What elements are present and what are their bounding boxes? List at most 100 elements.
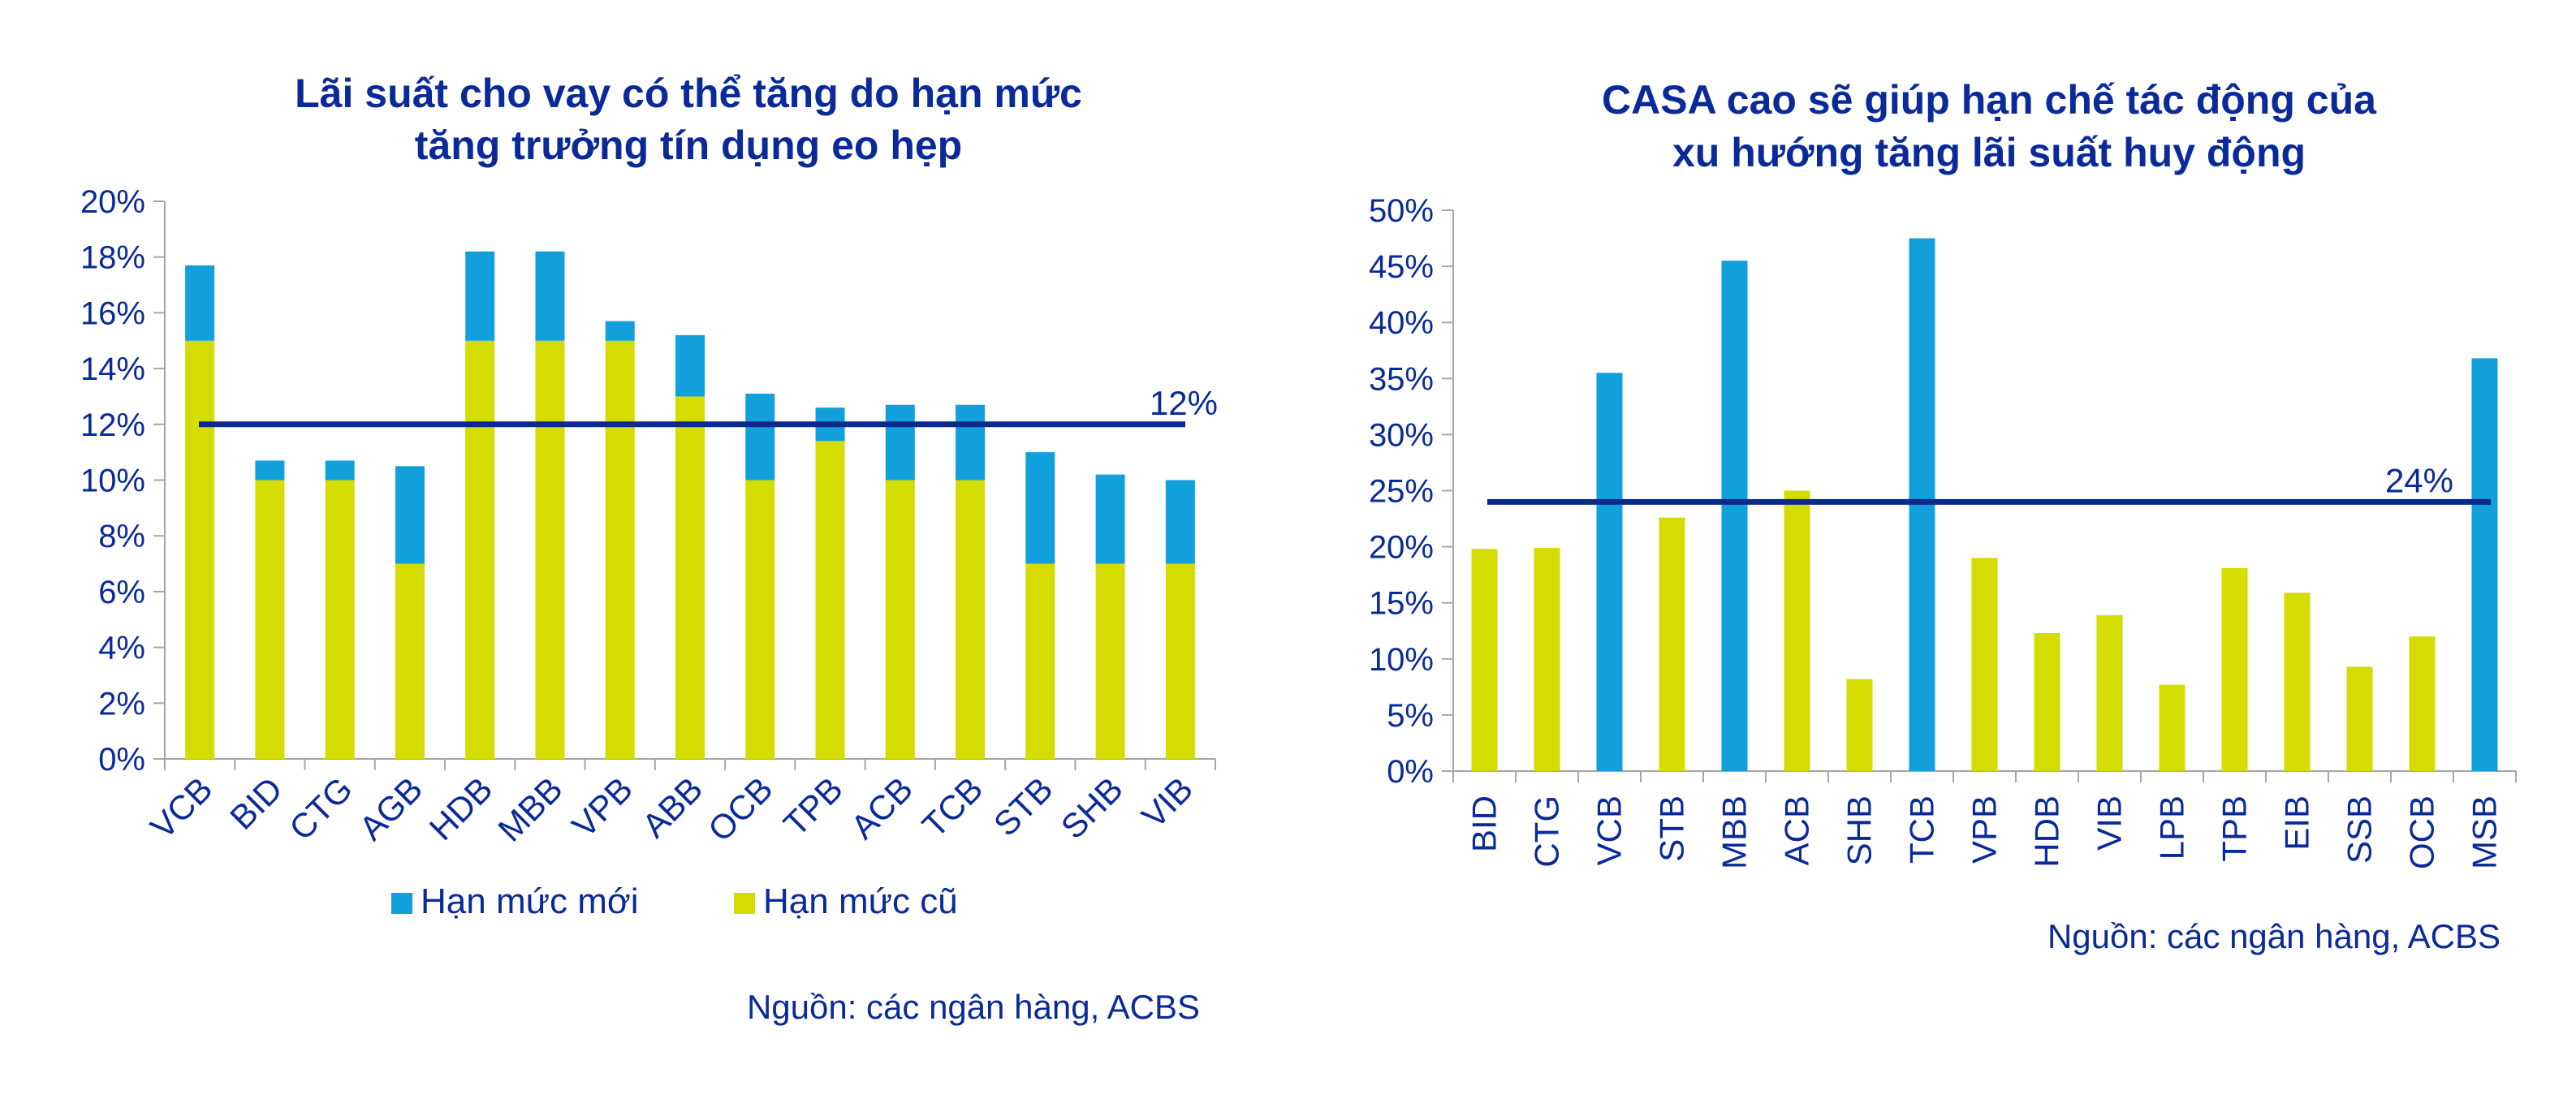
chart2-xtick-label-ctg: CTG xyxy=(1528,795,1566,868)
chart1-xtick-label-ocb: OCB xyxy=(701,769,780,849)
chart1-ytick-label: 2% xyxy=(98,686,145,722)
chart1-bar-old-bid xyxy=(255,480,285,759)
chart2-bar-stb xyxy=(1659,517,1685,771)
chart2-ytick-label: 0% xyxy=(1387,754,1434,790)
chart1-xtick-label-tpb: TPB xyxy=(776,769,850,843)
chart2-ytick-label: 5% xyxy=(1387,698,1434,734)
chart1-xtick-label-abb: ABB xyxy=(635,769,710,845)
chart2-xtick-label-tpb: TPB xyxy=(2216,795,2254,862)
chart2-bar-bid xyxy=(1471,549,1498,771)
chart2-bar-ocb xyxy=(2409,636,2436,771)
chart1-bar-old-ctg xyxy=(325,480,355,759)
chart1-xtick-label-tcb: TCB xyxy=(915,769,990,845)
chart1-ytick-label: 20% xyxy=(80,184,145,220)
chart1-ytick-label: 18% xyxy=(80,240,145,276)
chart1-ytick-label: 12% xyxy=(80,407,145,443)
chart2-bar-msb xyxy=(2471,358,2498,771)
chart1-xtick-label-ctg: CTG xyxy=(282,769,360,847)
chart1-xtick-label-acb: ACB xyxy=(844,769,920,846)
chart1-bar-new-acb xyxy=(885,404,915,481)
chart1-bar-old-vcb xyxy=(185,340,215,759)
chart2-ytick-label: 15% xyxy=(1369,586,1434,622)
chart1-bar-old-hdb xyxy=(465,340,495,759)
chart1-bar-new-ocb xyxy=(745,394,775,481)
chart2-bar-vcb xyxy=(1596,373,1623,771)
chart2-ytick-label: 50% xyxy=(1369,193,1434,229)
chart1-bar-new-vib xyxy=(1165,480,1195,564)
chart2-xtick-label-vib: VIB xyxy=(2091,795,2129,851)
chart1-xtick-label-bid: BID xyxy=(222,769,290,837)
legend-label-new: Hạn mức mới xyxy=(421,881,639,921)
chart1-bar-new-hdb xyxy=(465,251,495,341)
chart1-xtick-label-vcb: VCB xyxy=(143,769,219,846)
chart2-xtick-label-ssb: SSB xyxy=(2341,795,2379,864)
chart2-bar-shb xyxy=(1846,679,1873,771)
chart1-xtick-label-vib: VIB xyxy=(1134,769,1200,835)
chart2-bar-vpb xyxy=(1971,558,1998,771)
chart2-reference-label: 24% xyxy=(2385,461,2453,499)
chart1-bar-new-vcb xyxy=(185,265,215,341)
chart1-bar-new-mbb xyxy=(535,251,565,341)
chart2-xtick-label-vcb: VCB xyxy=(1590,795,1629,865)
chart2-title-line2: xu hướng tăng lãi suất huy động xyxy=(1672,130,2306,175)
chart2-bar-ctg xyxy=(1534,547,1560,771)
chart1-bar-new-stb xyxy=(1025,452,1055,564)
chart1-xtick-label-mbb: MBB xyxy=(490,769,570,849)
chart2-xtick-label-stb: STB xyxy=(1653,795,1691,862)
chart1-bar-old-agb xyxy=(395,563,425,759)
chart2-xtick-label-shb: SHB xyxy=(1840,795,1879,865)
chart1-bar-old-vpb xyxy=(605,340,635,759)
legend-label-old: Hạn mức cũ xyxy=(763,881,958,921)
chart1-xtick-label-shb: SHB xyxy=(1054,769,1130,846)
chart2-bar-tpb xyxy=(2221,567,2248,771)
chart1-ytick-label: 0% xyxy=(98,742,145,778)
chart1-bar-new-shb xyxy=(1095,474,1125,564)
chart2-bar-ssb xyxy=(2346,666,2373,771)
chart2-xtick-label-tcb: TCB xyxy=(1903,795,1941,864)
chart1-bar-new-tcb xyxy=(956,404,986,481)
chart2-bar-eib xyxy=(2284,593,2311,771)
chart1-xtick-label-stb: STB xyxy=(986,769,1060,843)
chart2-xtick-label-lpb: LPB xyxy=(2153,795,2191,860)
chart1-bar-old-shb xyxy=(1095,563,1125,759)
chart1-ytick-label: 4% xyxy=(98,631,145,666)
chart1-title-line2: tăng trưởng tín dụng eo hẹp xyxy=(415,123,962,168)
chart2-xtick-label-bid: BID xyxy=(1465,795,1504,852)
chart1-bar-old-tpb xyxy=(815,441,845,759)
chart2-xtick-label-eib: EIB xyxy=(2278,795,2316,851)
chart1-plot: 0% 2% 4% 6% 8% 10% 12% 14% 16% 18% 20% VCB BIDCTGAGB… xyxy=(80,184,1218,849)
chart1-source: Nguồn: các ngân hàng, ACBS xyxy=(747,988,1200,1026)
chart1-bar-new-bid xyxy=(255,460,285,481)
chart2-plot: 0% 5% 10% 15% 20% 25% 30% 35% 40% 45% 50% BID CTG VCB… xyxy=(1369,193,2517,869)
chart1-title-line1: Lãi suất cho vay có thể tăng do hạn mức xyxy=(295,71,1082,116)
chart2-bar-lpb xyxy=(2159,684,2186,771)
chart2-source: Nguồn: các ngân hàng, ACBS xyxy=(2047,917,2500,955)
chart2-xtick-label-hdb: HDB xyxy=(2028,795,2066,868)
chart2-xtick-label-mbb: MBB xyxy=(1715,795,1754,869)
chart1-bar-old-ocb xyxy=(745,480,775,759)
chart1-ytick-label: 16% xyxy=(80,295,145,331)
chart2-xtick-label-ocb: OCB xyxy=(2403,795,2441,869)
chart2-bar-hdb xyxy=(2034,633,2060,771)
chart1-xtick-label-vpb: VPB xyxy=(564,769,640,845)
chart2-ytick-label: 25% xyxy=(1369,474,1434,510)
legend-swatch-old xyxy=(734,893,755,914)
chart2-xtick-label-msb: MSB xyxy=(2466,795,2504,869)
chart1-reference-label: 12% xyxy=(1150,384,1218,422)
chart1-bar-new-vpb xyxy=(605,321,635,341)
chart2-ytick-label: 30% xyxy=(1369,417,1434,453)
chart1-ytick-label: 14% xyxy=(80,351,145,387)
chart2-bar-mbb xyxy=(1721,261,1748,771)
chart1-bar-new-ctg xyxy=(325,460,355,481)
chart2-ytick-label: 35% xyxy=(1369,361,1434,397)
chart1-xtick-label-agb: AGB xyxy=(352,769,429,847)
chart2-ytick-label: 45% xyxy=(1369,249,1434,285)
chart1-bar-new-agb xyxy=(395,466,425,564)
chart1-ytick-label: 10% xyxy=(80,463,145,499)
chart1-ytick-label: 6% xyxy=(98,575,145,610)
chart1-xtick-label-hdb: HDB xyxy=(422,769,500,847)
chart1-bar-old-tcb xyxy=(956,480,986,759)
chart2-title-line1: CASA cao sẽ giúp hạn chế tác động của xyxy=(1602,77,2377,123)
chart2-bar-vib xyxy=(2096,614,2123,771)
